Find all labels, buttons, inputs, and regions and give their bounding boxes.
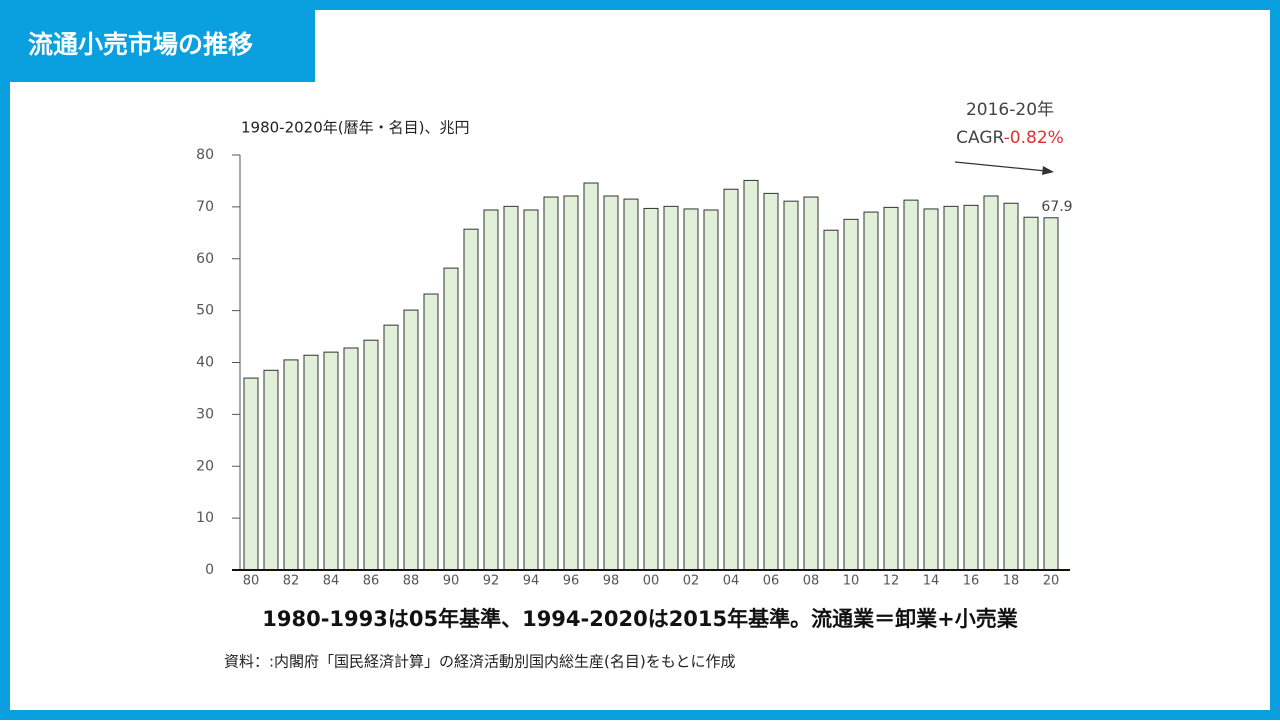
bar <box>283 359 299 571</box>
bar <box>963 204 979 571</box>
bar <box>443 267 459 571</box>
y-tick-label: 70 <box>196 199 214 215</box>
x-tick-label: 82 <box>283 574 300 589</box>
bar <box>903 199 919 571</box>
bar <box>363 339 379 571</box>
bar <box>843 218 859 571</box>
bar <box>663 205 679 571</box>
x-tick-label: 86 <box>363 574 380 589</box>
bar <box>1043 217 1059 571</box>
data-label: 67.9 <box>1041 199 1072 215</box>
x-tick-label: 06 <box>763 574 780 589</box>
bar <box>243 377 259 571</box>
header-title: 流通小売市場の推移 <box>28 30 253 59</box>
x-tick-label: 18 <box>1003 574 1020 589</box>
bar <box>343 347 359 571</box>
annotation-period: 2016-20年 <box>966 100 1054 120</box>
x-tick-label: 08 <box>803 574 820 589</box>
x-tick-label: 16 <box>963 574 980 589</box>
x-tick-label: 14 <box>923 574 940 589</box>
note: 1980-1993は05年基準、1994-2020は2015年基準。流通業＝卸業… <box>262 607 1018 631</box>
x-tick-label: 20 <box>1043 574 1060 589</box>
y-tick-label: 0 <box>205 562 214 578</box>
bar <box>723 188 739 571</box>
bar <box>263 369 279 571</box>
bar <box>803 196 819 571</box>
x-tick-label: 12 <box>883 574 900 589</box>
x-tick-label: 00 <box>643 574 660 589</box>
bar <box>463 228 479 571</box>
bar <box>323 351 339 571</box>
bar <box>743 179 759 571</box>
x-tick-label: 88 <box>403 574 420 589</box>
x-tick-label: 02 <box>683 574 700 589</box>
bar <box>1003 202 1019 571</box>
x-tick-label: 80 <box>243 574 260 589</box>
x-tick-label: 92 <box>483 574 500 589</box>
bar <box>623 198 639 571</box>
x-tick-label: 98 <box>603 574 620 589</box>
arrow-line <box>954 161 1047 172</box>
bar <box>983 195 999 571</box>
bar <box>683 208 699 571</box>
bar <box>563 195 579 571</box>
y-tick-label: 20 <box>196 458 214 474</box>
bar <box>503 205 519 571</box>
y-tick-label: 30 <box>196 406 214 422</box>
bar <box>943 205 959 571</box>
y-tick-label: 50 <box>196 303 214 319</box>
x-tick-label: 96 <box>563 574 580 589</box>
x-tick-label: 84 <box>323 574 340 589</box>
bar <box>923 208 939 571</box>
arrow-head <box>1042 166 1054 175</box>
bar <box>483 209 499 571</box>
bar <box>643 207 659 571</box>
bar <box>523 209 539 571</box>
y-tick-label: 10 <box>196 510 214 526</box>
bar <box>823 229 839 571</box>
unit-label: 1980-2020年(暦年・名目)、兆円 <box>241 119 469 137</box>
x-tick-label: 10 <box>843 574 860 589</box>
bar <box>583 182 599 571</box>
x-tick-label: 94 <box>523 574 540 589</box>
bar <box>603 195 619 571</box>
annotation-value: -0.82% <box>1004 128 1064 148</box>
bar <box>703 209 719 571</box>
bar <box>1023 216 1039 571</box>
bar <box>383 324 399 571</box>
bar <box>863 211 879 571</box>
x-tick-label: 04 <box>723 574 740 589</box>
bar <box>763 192 779 571</box>
bar <box>303 354 319 571</box>
bar <box>883 206 899 571</box>
source: 資料：:内閣府「国民経済計算」の経済活動別国内総生産(名目)をもとに作成 <box>224 653 735 671</box>
annotation-cagr: CAGR-0.82% <box>956 128 1064 148</box>
bar <box>783 200 799 571</box>
y-tick-label: 40 <box>196 355 214 371</box>
y-tick-label: 80 <box>196 147 214 163</box>
bar <box>403 309 419 571</box>
annotation-label: CAGR <box>956 128 1004 148</box>
background <box>10 10 1270 710</box>
x-tick-label: 90 <box>443 574 460 589</box>
bar <box>543 196 559 571</box>
y-tick-label: 60 <box>196 251 214 267</box>
bar <box>423 293 439 571</box>
header-box <box>10 10 315 82</box>
